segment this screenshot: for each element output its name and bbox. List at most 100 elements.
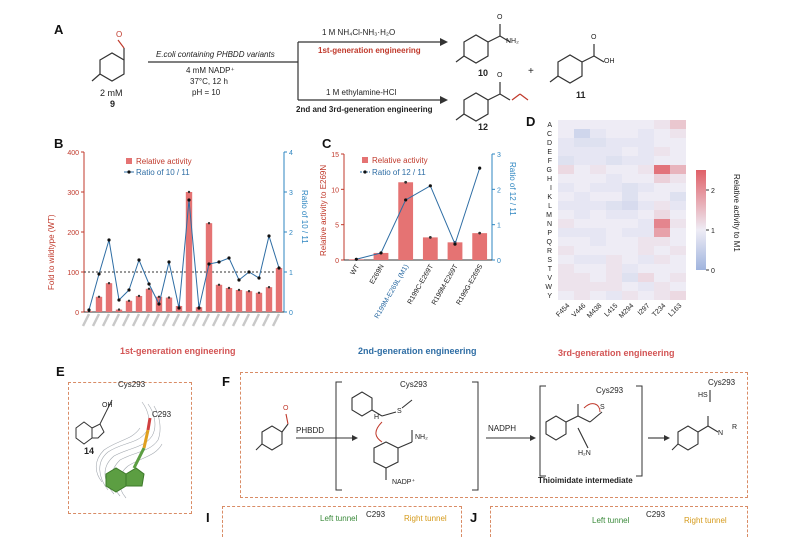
heatmap-cell <box>574 255 590 264</box>
tick-label-right: 1 <box>497 223 501 230</box>
heatmap-cell <box>558 255 574 264</box>
bar <box>165 297 173 312</box>
heatmap-cell <box>638 255 654 264</box>
heatmap-cell <box>558 264 574 273</box>
heatmap-cell <box>654 273 670 282</box>
heatmap-cell <box>606 156 622 165</box>
heatmap-cell <box>622 129 638 138</box>
ratio-point <box>237 278 241 282</box>
heatmap-cell <box>558 219 574 228</box>
heatmap-row-label: V <box>547 275 552 282</box>
panel-e-box <box>68 382 192 514</box>
product-11-number: 11 <box>576 90 586 100</box>
heatmap-cell <box>654 129 670 138</box>
ratio-point <box>117 298 121 302</box>
bar <box>225 288 233 312</box>
y-axis-label-right: Ratio of 10 / 11 <box>300 190 309 244</box>
heatmap-cell <box>558 129 574 138</box>
heatmap-cell <box>670 129 686 138</box>
heatmap-cell <box>590 165 606 174</box>
heatmap-cell <box>638 129 654 138</box>
bar-point <box>147 287 151 290</box>
condition-temp: 37°C, 12 h <box>190 77 228 86</box>
heatmap-cell <box>574 246 590 255</box>
heatmap-row-label: Y <box>547 293 552 300</box>
x-tick-mark <box>131 313 141 327</box>
ratio-point <box>217 260 221 264</box>
heatmap-cell <box>606 291 622 300</box>
bar <box>472 233 488 260</box>
panel-f-cys-3: Cys293 <box>708 378 736 387</box>
heatmap-cell <box>558 228 574 237</box>
product-10-number: 10 <box>478 68 489 78</box>
heatmap-cell <box>622 201 638 210</box>
bottom-engineering-label: 2nd and 3rd-generation engineering <box>296 105 433 114</box>
product-12-structure <box>455 82 529 122</box>
heatmap-cell <box>638 120 654 129</box>
heatmap-cell <box>590 129 606 138</box>
heatmap-cell <box>574 147 590 156</box>
ratio-point <box>97 272 101 276</box>
heatmap-cell <box>558 147 574 156</box>
heatmap-cell <box>654 201 670 210</box>
heatmap-cell <box>622 273 638 282</box>
heatmap-cell <box>558 282 574 291</box>
tick-label-right: 2 <box>497 187 501 194</box>
heatmap-row-label: F <box>548 158 552 165</box>
ratio-point <box>177 306 181 310</box>
heatmap-cell <box>638 183 654 192</box>
legend-line-dot <box>127 170 131 174</box>
bar-point <box>137 294 141 298</box>
panel-i-label: I <box>206 510 210 525</box>
heatmap-cell <box>638 228 654 237</box>
heatmap-cell <box>622 174 638 183</box>
heatmap-cell <box>670 219 686 228</box>
heatmap-cell <box>590 138 606 147</box>
heatmap-cell <box>574 201 590 210</box>
heatmap-cell <box>670 264 686 273</box>
heatmap-cell <box>638 156 654 165</box>
heatmap-row-label: H <box>547 176 552 183</box>
heatmap-cell <box>638 273 654 282</box>
bar-point <box>267 286 271 289</box>
heatmap-cell <box>622 228 638 237</box>
bar <box>95 296 103 312</box>
heatmap-cell <box>654 237 670 246</box>
heatmap-cell <box>670 165 686 174</box>
panel-f-nadp: NADP⁺ <box>392 479 416 486</box>
ratio-point <box>267 234 271 238</box>
legend-line-dot <box>363 170 367 174</box>
tick-label-left: 100 <box>67 270 79 277</box>
heatmap-row-label: Q <box>547 239 553 246</box>
heatmap-cell <box>654 156 670 165</box>
x-tick-mark <box>251 313 261 327</box>
bar <box>245 291 253 312</box>
panel-f-mechanism <box>255 381 719 491</box>
heatmap-cell <box>670 183 686 192</box>
heatmap-cell <box>590 228 606 237</box>
bar <box>255 292 263 312</box>
colorbar-tick-label: 2 <box>711 188 715 195</box>
x-tick-mark <box>91 313 101 327</box>
ratio-point <box>197 306 201 310</box>
x-tick-mark <box>121 313 131 327</box>
heatmap-cell <box>670 228 686 237</box>
product-10-structure <box>455 24 511 64</box>
tick-label-right: 3 <box>497 152 501 159</box>
panel-b-label: B <box>54 136 64 151</box>
panel-f-s-1: S <box>397 408 402 415</box>
heatmap-cell <box>670 255 686 264</box>
heatmap-cell <box>654 282 670 291</box>
heatmap-cell <box>574 264 590 273</box>
heatmap-cell <box>606 246 622 255</box>
heatmap-row-label: I <box>550 185 552 192</box>
panel-j-left-tunnel: Left tunnel <box>592 516 630 525</box>
bar <box>125 300 133 312</box>
heatmap-cell <box>654 246 670 255</box>
heatmap-cell <box>638 264 654 273</box>
panel-e-density-map <box>75 399 163 499</box>
panel-c-label: C <box>322 136 332 151</box>
heatmap-cell <box>670 120 686 129</box>
tick-label-right: 0 <box>497 258 501 265</box>
